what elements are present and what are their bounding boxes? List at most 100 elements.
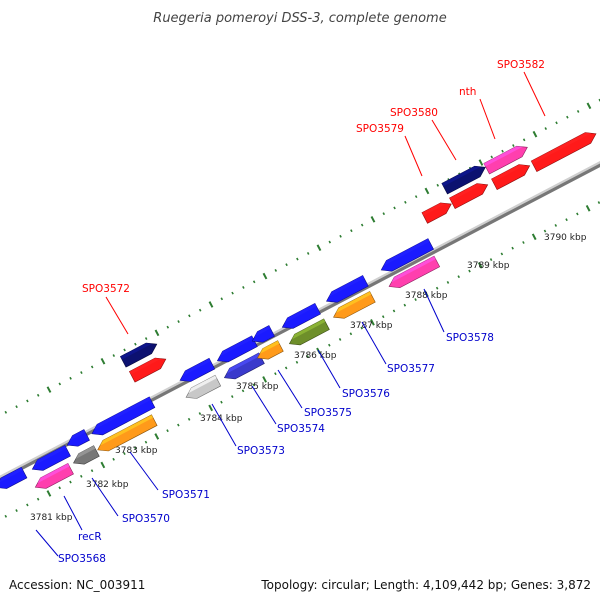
gene-arrow-spo3575-a-highlight	[254, 325, 271, 337]
tick-mark	[295, 360, 299, 364]
kbp-tick-label: 3781 kbp	[30, 513, 73, 523]
tick-mark	[404, 200, 407, 204]
tick-mark	[285, 263, 288, 267]
tick-mark	[477, 262, 483, 269]
gene-label-reverse: SPO3574	[277, 423, 325, 435]
tick-mark	[123, 348, 126, 352]
tick-mark	[69, 376, 72, 380]
gene-label-reverse: SPO3575	[304, 407, 352, 419]
tick-mark	[90, 469, 94, 473]
tick-mark	[585, 204, 591, 212]
label-leader-line	[251, 385, 277, 425]
gene-arrow-pink-upper-highlight	[483, 146, 523, 167]
gene-arrow-spo3576	[288, 318, 330, 346]
tick-mark	[134, 342, 137, 346]
tick-mark	[46, 490, 52, 497]
tick-mark	[4, 410, 8, 414]
tick-mark	[26, 503, 29, 507]
tick-mark	[316, 244, 322, 252]
label-leader-line	[91, 477, 119, 517]
tick-mark	[252, 383, 256, 387]
tick-mark	[242, 286, 245, 289]
tick-mark	[100, 461, 106, 469]
tick-mark	[123, 452, 126, 455]
tick-mark	[522, 138, 526, 142]
gene-arrow-spo3570-body	[73, 445, 100, 465]
label-leader-line	[105, 296, 129, 335]
tick-mark	[274, 268, 278, 272]
gene-arrow-spo3572-highlight	[129, 358, 162, 375]
tick-mark	[80, 474, 83, 478]
upper-tick-line	[4, 98, 600, 414]
tick-mark	[69, 480, 72, 484]
gene-arrow-spo3580-body	[449, 183, 489, 210]
gene-label-reverse: SPO3578	[446, 332, 494, 344]
tick-mark	[166, 325, 170, 329]
tick-mark	[360, 223, 364, 227]
gene-arrow-spo3582-highlight	[531, 132, 592, 164]
label-leader-line	[523, 71, 546, 117]
gene-label-forward: nth	[459, 86, 476, 98]
gene-label-forward: SPO3579	[356, 123, 404, 135]
kbp-tick-label: 3783 kbp	[115, 446, 158, 456]
tick-mark	[576, 212, 579, 216]
tick-mark	[154, 329, 160, 337]
tick-mark	[177, 423, 180, 427]
tick-mark	[435, 286, 439, 290]
tick-mark	[531, 233, 537, 241]
tick-mark	[112, 457, 115, 461]
tick-mark	[306, 355, 310, 359]
label-leader-line	[404, 135, 423, 177]
tick-mark	[15, 405, 18, 409]
tick-mark	[144, 337, 148, 340]
gene-label-reverse: SPO3577	[387, 363, 435, 375]
gene-arrow-spo3568-a-body	[0, 466, 28, 489]
tick-mark	[208, 404, 214, 412]
kbp-tick-label: 3788 kbp	[405, 291, 448, 301]
tick-mark	[382, 212, 386, 216]
tick-mark	[100, 357, 106, 365]
tick-mark	[188, 314, 191, 318]
tick-mark	[468, 269, 471, 273]
gene-arrow-small	[66, 429, 90, 447]
tick-mark	[133, 446, 137, 450]
tick-mark	[198, 308, 202, 312]
tick-mark	[90, 365, 94, 369]
gene-arrow-navy-upper-highlight	[441, 166, 481, 187]
gene-arrow-spo3577-body	[333, 291, 376, 319]
gene-arrow-spo3568-highlight	[34, 445, 67, 466]
lower-tick-line	[4, 201, 600, 518]
tick-mark	[112, 354, 116, 357]
tick-mark	[424, 187, 430, 195]
gene-arrow-spo3570-highlight	[75, 445, 96, 459]
gene-arrow-spo3576-a	[281, 302, 321, 329]
gene-label-reverse: SPO3573	[237, 445, 285, 457]
tick-mark	[478, 159, 484, 166]
tick-mark	[328, 240, 332, 244]
gene-label-forward: SPO3572	[82, 283, 130, 295]
label-leader-line	[211, 403, 237, 447]
tick-mark	[177, 320, 180, 323]
gene-arrow-spo3582	[530, 132, 597, 172]
tick-mark	[36, 497, 40, 501]
tick-mark	[554, 223, 558, 227]
kbp-tick-label: 3782 kbp	[86, 480, 129, 490]
kbp-tick-label: 3786 kbp	[294, 351, 337, 361]
tick-mark	[489, 258, 493, 262]
tick-mark	[208, 301, 214, 308]
gene-arrow-spo3575-a	[251, 325, 275, 343]
gene-arrow-spo3577-a	[326, 275, 369, 303]
tick-mark	[338, 338, 342, 341]
tick-mark	[262, 272, 268, 280]
label-leader-line	[423, 288, 445, 333]
gene-arrow-navy-upper	[441, 165, 486, 195]
tick-mark	[566, 115, 569, 119]
gene-arrow-spo3577	[333, 291, 376, 319]
gene-label-reverse: recR	[78, 531, 102, 543]
gene-arrow-small-highlight	[69, 429, 86, 441]
gene-arrow-spo3573-a	[179, 357, 216, 382]
gene-arrow-spo3572-upper-highlight	[120, 343, 153, 360]
gene-arrow-spo3576-body	[288, 318, 330, 346]
gene-arrow-spo3577-a-highlight	[328, 275, 365, 298]
